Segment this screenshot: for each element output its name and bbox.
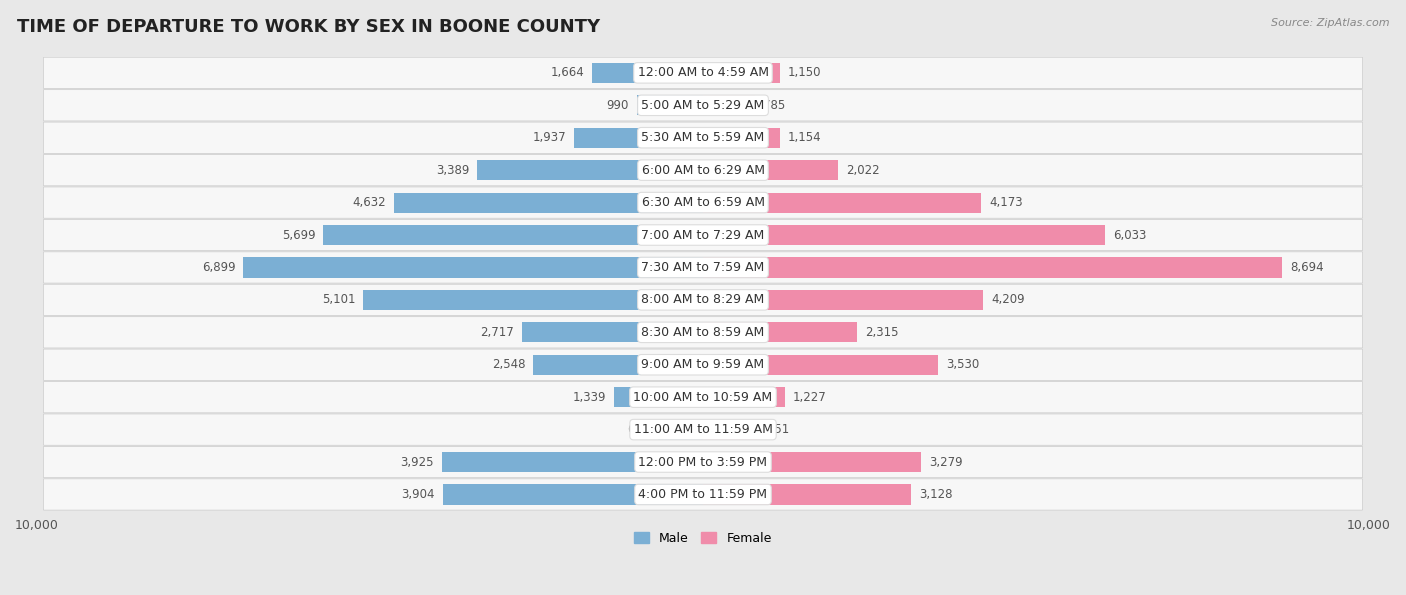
- Bar: [592, 63, 703, 83]
- Bar: [477, 160, 703, 180]
- Bar: [703, 452, 921, 472]
- FancyBboxPatch shape: [44, 155, 1362, 186]
- Bar: [703, 290, 983, 310]
- Text: 7:30 AM to 7:59 AM: 7:30 AM to 7:59 AM: [641, 261, 765, 274]
- Text: 1,664: 1,664: [550, 67, 583, 79]
- Text: 8,694: 8,694: [1291, 261, 1323, 274]
- Text: 1,154: 1,154: [787, 131, 821, 144]
- Bar: [522, 322, 703, 342]
- Text: 2,315: 2,315: [865, 326, 898, 339]
- Text: 4,209: 4,209: [991, 293, 1025, 306]
- Text: 5,101: 5,101: [322, 293, 356, 306]
- Bar: [703, 484, 911, 505]
- Bar: [703, 128, 780, 148]
- FancyBboxPatch shape: [44, 187, 1362, 218]
- Text: 6:30 AM to 6:59 AM: 6:30 AM to 6:59 AM: [641, 196, 765, 209]
- FancyBboxPatch shape: [44, 317, 1362, 348]
- Legend: Male, Female: Male, Female: [630, 527, 776, 550]
- Bar: [703, 160, 838, 180]
- Text: 785: 785: [763, 99, 786, 112]
- Bar: [533, 355, 703, 375]
- Bar: [443, 484, 703, 505]
- Text: 7:00 AM to 7:29 AM: 7:00 AM to 7:29 AM: [641, 228, 765, 242]
- Bar: [658, 419, 703, 440]
- Bar: [703, 387, 785, 407]
- Text: 6,033: 6,033: [1112, 228, 1146, 242]
- Text: 12:00 PM to 3:59 PM: 12:00 PM to 3:59 PM: [638, 456, 768, 468]
- Bar: [243, 258, 703, 277]
- FancyBboxPatch shape: [44, 479, 1362, 510]
- Text: 9:00 AM to 9:59 AM: 9:00 AM to 9:59 AM: [641, 358, 765, 371]
- Text: 10:00 AM to 10:59 AM: 10:00 AM to 10:59 AM: [634, 391, 772, 403]
- Text: 2,717: 2,717: [481, 326, 515, 339]
- Text: 1,150: 1,150: [787, 67, 821, 79]
- Bar: [395, 193, 703, 212]
- Text: 3,389: 3,389: [436, 164, 470, 177]
- FancyBboxPatch shape: [44, 284, 1362, 315]
- Bar: [703, 419, 759, 440]
- Text: 990: 990: [607, 99, 628, 112]
- Text: 2,022: 2,022: [845, 164, 879, 177]
- Text: 8:00 AM to 8:29 AM: 8:00 AM to 8:29 AM: [641, 293, 765, 306]
- Bar: [441, 452, 703, 472]
- Text: 6,899: 6,899: [202, 261, 235, 274]
- Text: 677: 677: [627, 423, 650, 436]
- Text: 12:00 AM to 4:59 AM: 12:00 AM to 4:59 AM: [637, 67, 769, 79]
- Text: 4:00 PM to 11:59 PM: 4:00 PM to 11:59 PM: [638, 488, 768, 501]
- Text: 5:00 AM to 5:29 AM: 5:00 AM to 5:29 AM: [641, 99, 765, 112]
- Text: 4,173: 4,173: [988, 196, 1022, 209]
- FancyBboxPatch shape: [44, 122, 1362, 154]
- Text: 8:30 AM to 8:59 AM: 8:30 AM to 8:59 AM: [641, 326, 765, 339]
- Bar: [574, 128, 703, 148]
- FancyBboxPatch shape: [44, 252, 1362, 283]
- Text: TIME OF DEPARTURE TO WORK BY SEX IN BOONE COUNTY: TIME OF DEPARTURE TO WORK BY SEX IN BOON…: [17, 18, 600, 36]
- Text: 3,925: 3,925: [401, 456, 433, 468]
- Text: 3,279: 3,279: [929, 456, 963, 468]
- Text: Source: ZipAtlas.com: Source: ZipAtlas.com: [1271, 18, 1389, 28]
- Bar: [703, 322, 858, 342]
- FancyBboxPatch shape: [44, 90, 1362, 121]
- Text: 1,339: 1,339: [572, 391, 606, 403]
- Text: 5,699: 5,699: [281, 228, 315, 242]
- Bar: [637, 95, 703, 115]
- Text: 3,530: 3,530: [946, 358, 980, 371]
- Text: 5:30 AM to 5:59 AM: 5:30 AM to 5:59 AM: [641, 131, 765, 144]
- Text: 3,128: 3,128: [920, 488, 953, 501]
- Bar: [703, 95, 755, 115]
- Text: 3,904: 3,904: [402, 488, 434, 501]
- Text: 1,227: 1,227: [793, 391, 827, 403]
- FancyBboxPatch shape: [44, 220, 1362, 250]
- Bar: [323, 225, 703, 245]
- Text: 1,937: 1,937: [533, 131, 567, 144]
- Bar: [703, 258, 1282, 277]
- Text: 2,548: 2,548: [492, 358, 526, 371]
- FancyBboxPatch shape: [44, 381, 1362, 413]
- Text: 6:00 AM to 6:29 AM: 6:00 AM to 6:29 AM: [641, 164, 765, 177]
- Bar: [703, 225, 1105, 245]
- FancyBboxPatch shape: [44, 446, 1362, 478]
- Bar: [614, 387, 703, 407]
- FancyBboxPatch shape: [44, 414, 1362, 445]
- Bar: [703, 193, 981, 212]
- Bar: [703, 63, 779, 83]
- Bar: [363, 290, 703, 310]
- Bar: [703, 355, 938, 375]
- Text: 4,632: 4,632: [353, 196, 387, 209]
- FancyBboxPatch shape: [44, 349, 1362, 380]
- Text: 11:00 AM to 11:59 AM: 11:00 AM to 11:59 AM: [634, 423, 772, 436]
- Text: 851: 851: [768, 423, 790, 436]
- FancyBboxPatch shape: [44, 57, 1362, 89]
